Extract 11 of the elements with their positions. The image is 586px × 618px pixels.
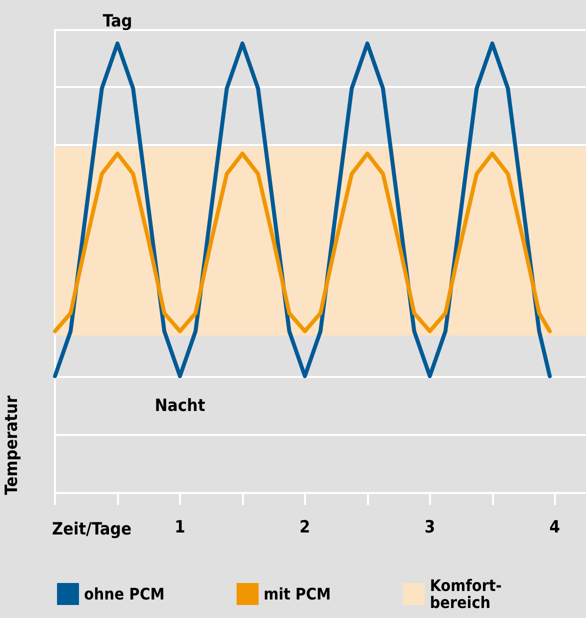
annotation: Tag (102, 11, 132, 32)
x-tick-label: 1 (174, 518, 186, 538)
annotation: Nacht (154, 396, 206, 416)
x-tick-label: 2 (300, 518, 310, 538)
legend-label: mit PCM (264, 584, 331, 604)
x-tick-label: 3 (424, 518, 436, 538)
legend-label: Komfort- bereich (430, 576, 502, 612)
x-tick-label: 4 (549, 518, 560, 538)
legend-label: ohne PCM (84, 584, 165, 604)
x-axis-title: Zeit/Tage (52, 520, 132, 540)
y-axis-title: Temperatur (2, 395, 22, 495)
